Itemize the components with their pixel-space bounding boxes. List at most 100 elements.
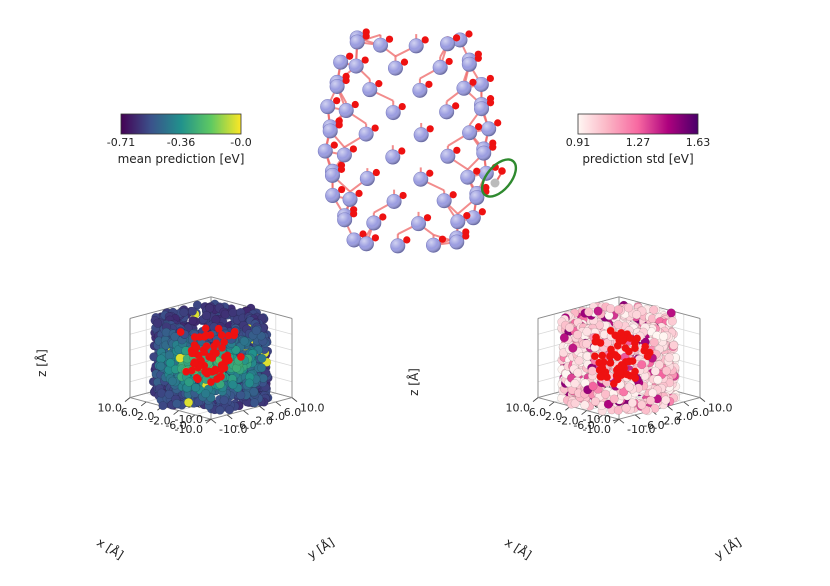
x-tick-label: -6.0 — [573, 419, 594, 432]
oxygen-atom — [194, 375, 202, 384]
scatter-point — [219, 395, 229, 405]
scatter-point — [637, 360, 647, 370]
oxygen-atom — [192, 343, 201, 352]
oxygen-atom — [375, 80, 383, 88]
oxygen-atom — [187, 366, 196, 375]
scatter-point — [164, 389, 174, 399]
colorbar-std-label: prediction std [eV] — [582, 152, 693, 166]
oxygen-atom — [631, 367, 639, 376]
oxygen-atom — [606, 352, 614, 361]
oxygen-atom — [452, 102, 460, 110]
oxygen-atom — [223, 351, 232, 360]
oxygen-atom — [371, 234, 380, 242]
oxygen-atom — [607, 345, 615, 354]
oxygen-atom — [201, 324, 210, 333]
oxygen-atom — [385, 35, 394, 43]
oxygen-atom — [469, 78, 477, 86]
y-tick-label: 2.0 — [676, 410, 694, 423]
y-tick-label: 10.0 — [708, 402, 733, 415]
scatter-point — [650, 366, 660, 376]
colorbar-mean-label: mean prediction [eV] — [118, 152, 245, 166]
scatter-points — [148, 299, 273, 415]
oxygen-atom — [486, 74, 494, 83]
scatter-point — [648, 388, 658, 398]
colorbar-std-tick: 1.63 — [686, 136, 711, 149]
oxygen-atom — [224, 331, 233, 340]
scatter-point — [661, 366, 671, 376]
oxygen-atom — [474, 123, 483, 131]
scatter-point — [188, 316, 198, 326]
oxygen-atom — [473, 167, 481, 175]
oxygen-atom — [211, 365, 219, 374]
right-xlabel: x [Å] — [502, 534, 534, 562]
x-tick-label: 6.0 — [529, 406, 547, 419]
x-tick-label: 10.0 — [506, 402, 531, 415]
oxygen-atom — [330, 141, 338, 149]
oxygen-atom — [349, 145, 358, 153]
adsorbate-oxygen-atom — [498, 167, 506, 175]
oxygen-atom — [445, 57, 453, 66]
scatter-point — [582, 351, 592, 361]
oxygen-atom — [452, 34, 461, 42]
scatter-point — [582, 339, 592, 349]
adsorbate-highlight-ring — [480, 158, 518, 198]
oxygen-atom — [403, 236, 411, 244]
scatter-point — [257, 353, 267, 363]
scatter-point — [201, 310, 211, 320]
scatter-point — [619, 387, 629, 397]
scatter-point — [654, 360, 664, 370]
scatter-point — [646, 395, 656, 405]
colorbar-mean-bar — [120, 113, 242, 135]
oxygen-atom — [606, 359, 615, 367]
scatter-points — [557, 300, 681, 416]
left-xlabel: x [Å] — [94, 534, 126, 562]
scatter-point — [603, 399, 613, 409]
oxygen-atom — [625, 347, 633, 356]
oxygen-atom — [449, 191, 457, 199]
oxygen-atom — [212, 339, 221, 348]
scatter-point — [249, 387, 259, 397]
oxygen-atom — [346, 52, 354, 60]
oxygen-atom — [337, 165, 346, 173]
oxygen-atom — [176, 328, 185, 336]
scatter-point — [593, 306, 603, 316]
oxygen-atom — [362, 32, 370, 40]
x-tick-label: -6.0 — [165, 419, 186, 432]
oxygen-atom — [361, 56, 369, 64]
oxygen-atom — [200, 348, 208, 356]
oxygen-atom — [598, 363, 607, 372]
scatter-point — [621, 403, 631, 413]
scatter-point — [158, 401, 168, 411]
scatter-point — [220, 309, 230, 319]
oxygen-atom — [201, 367, 209, 376]
oxygen-atom — [596, 372, 605, 381]
oxygen-atom — [423, 214, 432, 222]
scatter-point — [187, 306, 197, 316]
colorbar-mean: -0.71 -0.36 -0.0 mean prediction [eV] — [107, 113, 252, 166]
scatter-point — [224, 405, 234, 415]
oxygen-atom — [379, 213, 387, 221]
oxygen-atom — [641, 342, 650, 351]
oxygen-atom — [230, 327, 239, 336]
oxygen-atom — [591, 352, 599, 361]
oxygen-atom — [398, 102, 406, 111]
oxygen-atom — [217, 331, 226, 339]
y-tick-label: -10.0 — [627, 423, 655, 436]
scatter-point — [570, 398, 580, 408]
y-tick-label: -10.0 — [219, 423, 247, 436]
oxygen-atom — [628, 357, 637, 365]
scatter-point — [156, 361, 166, 371]
scatter-point — [205, 303, 215, 313]
scatter-point — [582, 327, 592, 337]
y-tick-label: 2.0 — [268, 410, 286, 423]
panel-prediction-std: -10.0-10.0-10.0-6.0-6.0-6.0-2.0-2.0-2.02… — [506, 296, 733, 436]
scatter-point — [257, 363, 267, 373]
oxygen-atom — [335, 121, 343, 129]
scatter-point — [653, 375, 663, 385]
oxygen-atom — [643, 352, 652, 361]
oxygen-atom — [598, 351, 607, 360]
scatter-point — [588, 381, 598, 391]
scatter-point — [606, 304, 616, 314]
y-tick-label: 10.0 — [300, 402, 325, 415]
y-tick-label: 6.0 — [692, 406, 710, 419]
